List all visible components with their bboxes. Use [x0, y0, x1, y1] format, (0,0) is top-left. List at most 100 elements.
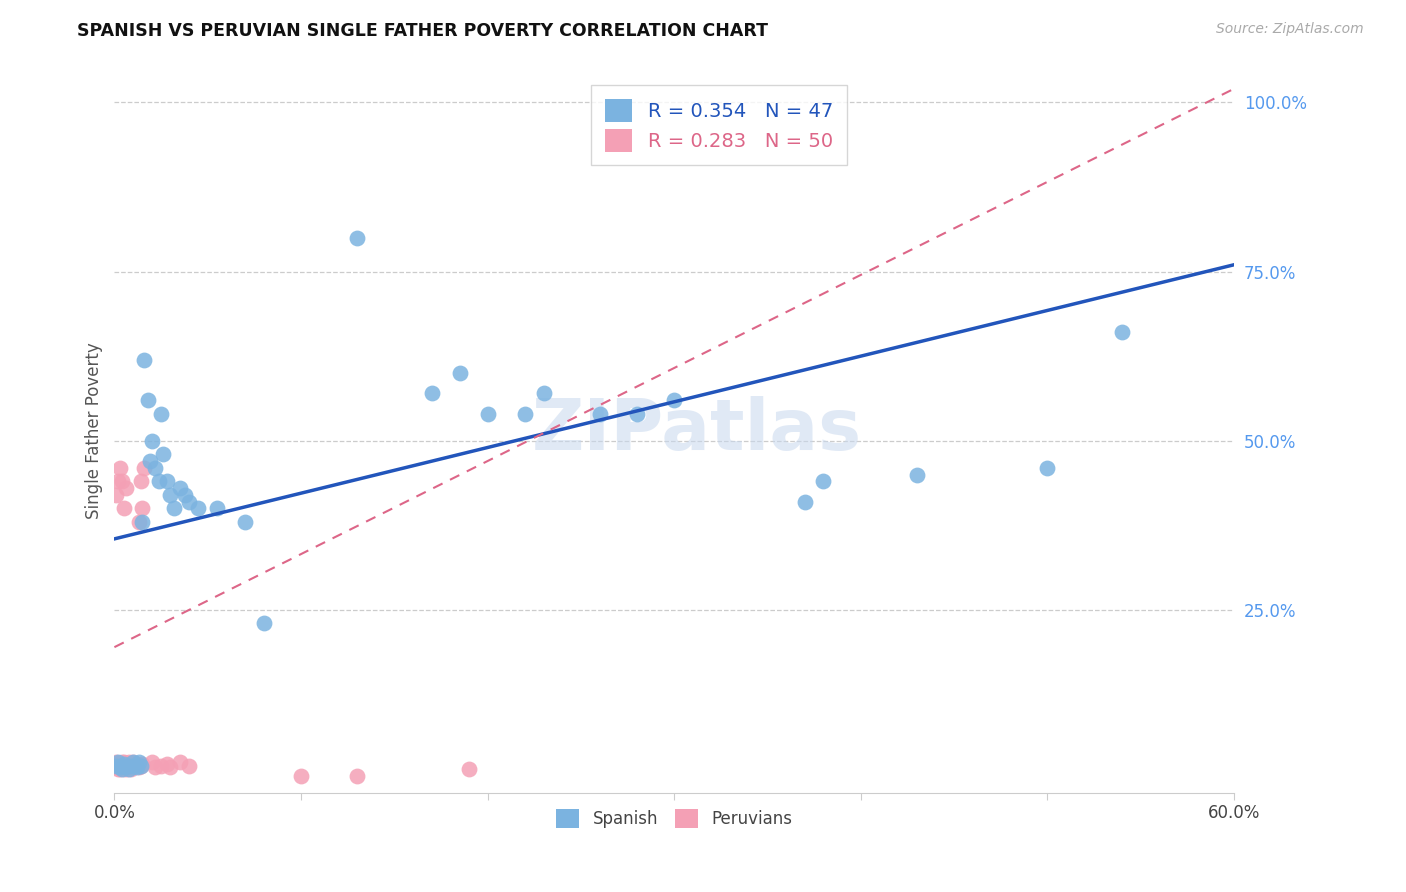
Point	[145, 460, 167, 475]
Point	[136, 393, 159, 408]
Point	[112, 501, 135, 516]
Point	[129, 758, 152, 772]
Point	[131, 757, 153, 772]
Point	[122, 755, 145, 769]
Point	[112, 762, 135, 776]
Point	[156, 757, 179, 772]
Point	[105, 755, 128, 769]
Point	[107, 760, 129, 774]
Point	[120, 758, 142, 772]
Point	[105, 758, 128, 772]
Point	[117, 757, 139, 772]
Point	[449, 366, 471, 380]
Point	[150, 758, 173, 772]
Point	[117, 758, 139, 772]
Y-axis label: Single Father Poverty: Single Father Poverty	[86, 343, 103, 519]
Point	[233, 515, 256, 529]
Point	[533, 386, 555, 401]
Point	[131, 501, 153, 516]
Point	[905, 467, 928, 482]
Point	[128, 755, 150, 769]
Point	[148, 475, 170, 489]
Point	[107, 475, 129, 489]
Point	[112, 757, 135, 772]
Text: ZIPatlas: ZIPatlas	[531, 396, 862, 465]
Point	[122, 755, 145, 769]
Point	[513, 407, 536, 421]
Point	[105, 488, 128, 502]
Point	[111, 755, 134, 769]
Point	[120, 760, 142, 774]
Point	[118, 755, 141, 769]
Point	[128, 515, 150, 529]
Point	[111, 760, 134, 774]
Point	[114, 760, 136, 774]
Point	[131, 515, 153, 529]
Point	[169, 755, 191, 769]
Point	[346, 769, 368, 783]
Point	[134, 460, 156, 475]
Point	[107, 755, 129, 769]
Point	[134, 352, 156, 367]
Point	[420, 386, 443, 401]
Point	[108, 760, 131, 774]
Point	[107, 762, 129, 776]
Point	[120, 762, 142, 776]
Point	[107, 757, 129, 772]
Point	[187, 501, 209, 516]
Point	[114, 758, 136, 772]
Point	[124, 758, 146, 772]
Point	[174, 488, 197, 502]
Legend: Spanish, Peruvians: Spanish, Peruvians	[550, 803, 799, 835]
Point	[105, 758, 128, 772]
Point	[177, 758, 200, 772]
Point	[112, 758, 135, 772]
Point	[253, 616, 276, 631]
Point	[1036, 460, 1059, 475]
Point	[156, 475, 179, 489]
Point	[108, 758, 131, 772]
Point	[793, 494, 815, 508]
Point	[108, 460, 131, 475]
Point	[662, 393, 685, 408]
Point	[124, 758, 146, 772]
Point	[169, 481, 191, 495]
Point	[141, 434, 163, 448]
Point	[145, 760, 167, 774]
Point	[129, 758, 152, 772]
Point	[114, 760, 136, 774]
Point	[111, 475, 134, 489]
Point	[1111, 326, 1133, 340]
Point	[152, 447, 174, 461]
Point	[139, 454, 162, 468]
Point	[125, 757, 148, 772]
Point	[290, 769, 312, 783]
Point	[129, 475, 152, 489]
Point	[112, 755, 135, 769]
Text: Source: ZipAtlas.com: Source: ZipAtlas.com	[1216, 22, 1364, 37]
Point	[346, 230, 368, 244]
Point	[111, 758, 134, 772]
Text: SPANISH VS PERUVIAN SINGLE FATHER POVERTY CORRELATION CHART: SPANISH VS PERUVIAN SINGLE FATHER POVERT…	[77, 22, 768, 40]
Point	[626, 407, 648, 421]
Point	[114, 481, 136, 495]
Point	[125, 760, 148, 774]
Point	[477, 407, 499, 421]
Point	[118, 758, 141, 772]
Point	[105, 760, 128, 774]
Point	[111, 762, 134, 776]
Point	[588, 407, 610, 421]
Point	[205, 501, 228, 516]
Point	[458, 762, 481, 776]
Point	[118, 762, 141, 776]
Point	[159, 760, 181, 774]
Point	[159, 488, 181, 502]
Point	[108, 762, 131, 776]
Point	[122, 758, 145, 772]
Point	[813, 475, 835, 489]
Point	[177, 494, 200, 508]
Point	[141, 755, 163, 769]
Point	[128, 760, 150, 774]
Point	[108, 758, 131, 772]
Point	[117, 762, 139, 776]
